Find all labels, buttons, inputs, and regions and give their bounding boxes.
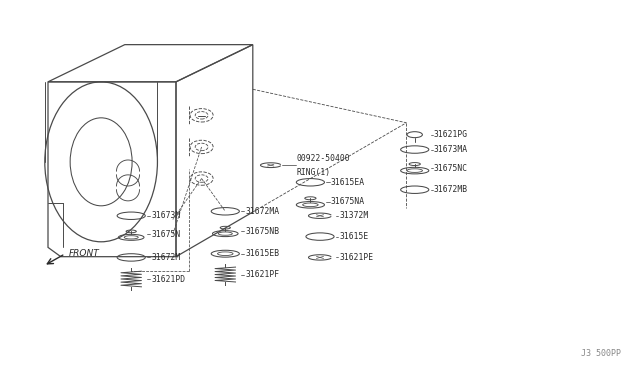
Text: 31621PE: 31621PE [339, 253, 373, 262]
Text: FRONT: FRONT [69, 249, 100, 258]
Text: 31672MA: 31672MA [246, 207, 280, 216]
Text: 31675NB: 31675NB [246, 227, 280, 236]
Text: 31675NA: 31675NA [331, 197, 365, 206]
Text: 31675NC: 31675NC [434, 164, 468, 173]
Text: 31615E: 31615E [339, 232, 369, 241]
Text: 31615EB: 31615EB [246, 249, 280, 258]
Text: 31672MB: 31672MB [434, 185, 468, 194]
Text: 31673MA: 31673MA [434, 145, 468, 154]
Text: 31621PF: 31621PF [246, 270, 280, 279]
Text: 31672M: 31672M [152, 253, 181, 262]
Text: 31675N: 31675N [152, 230, 181, 239]
Text: 31621PG: 31621PG [434, 130, 468, 139]
Text: 31372M: 31372M [339, 211, 369, 220]
Text: 00922-50400: 00922-50400 [297, 154, 351, 163]
Text: RING(1): RING(1) [297, 168, 331, 177]
Text: 31621PD: 31621PD [152, 275, 186, 283]
Text: 31673M: 31673M [152, 211, 181, 220]
Text: 31615EA: 31615EA [331, 178, 365, 187]
Text: J3 500PP: J3 500PP [581, 349, 621, 358]
